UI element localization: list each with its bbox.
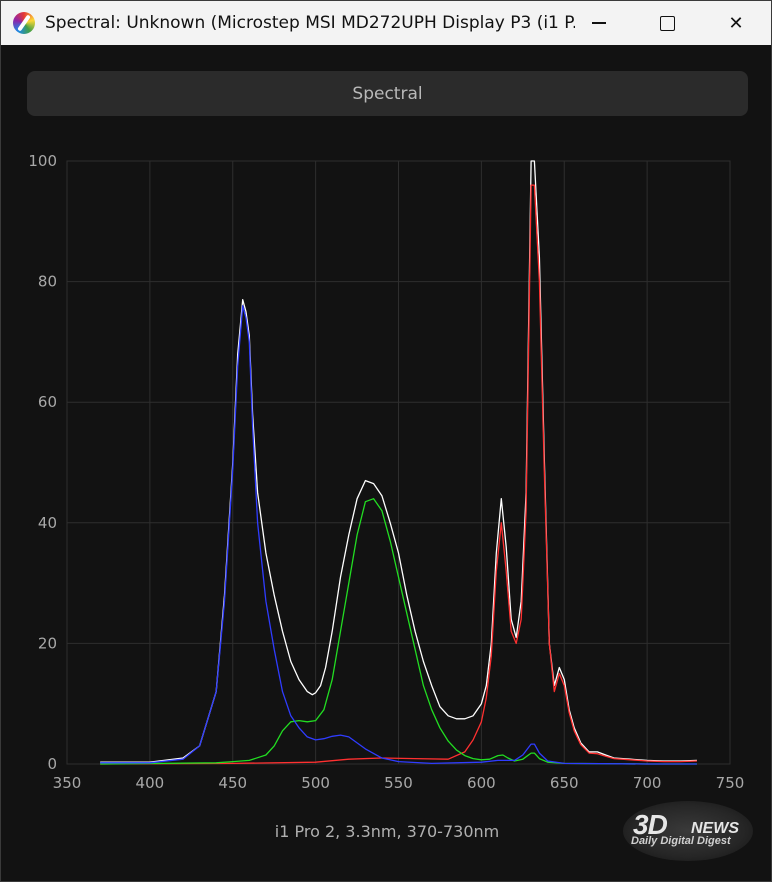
x-tick-label: 500: [301, 774, 330, 792]
x-tick-label: 550: [384, 774, 413, 792]
green-series: [100, 498, 697, 765]
blue-series: [100, 305, 697, 765]
x-tick-label: 350: [53, 774, 82, 792]
y-tick-label: 0: [47, 755, 57, 773]
y-tick-label: 100: [28, 152, 57, 170]
x-tick-label: 450: [218, 774, 247, 792]
x-tick-label: 700: [633, 774, 662, 792]
x-tick-label: 600: [467, 774, 496, 792]
y-tick-label: 80: [38, 273, 57, 291]
instrument-label: i1 Pro 2, 3.3nm, 370-730nm: [274, 822, 500, 841]
spectral-chart: 350 400 450 500 550 600 650 700 750 0 20 40 60 80 100: [28, 152, 744, 792]
red-series: [100, 184, 697, 765]
watermark-logo: 3D: [633, 809, 668, 840]
watermark-badge: [623, 801, 753, 861]
tab-spectral[interactable]: Spectral: [27, 71, 748, 116]
spectrum-app-icon: [13, 12, 35, 34]
maximize-icon: [659, 15, 675, 31]
y-tick-label: 40: [38, 514, 57, 532]
close-button[interactable]: ✕: [701, 1, 771, 45]
white-series: [100, 160, 697, 763]
watermark-subtitle: Daily Digital Digest: [631, 835, 731, 847]
x-tick-label: 650: [550, 774, 579, 792]
tab-spectral-label: Spectral: [352, 83, 423, 104]
x-tick-label: 400: [136, 774, 165, 792]
minimize-icon: [592, 22, 606, 24]
chart-ticks: 350 400 450 500 550 600 650 700 750 0 20 40 60 80 100: [28, 152, 744, 792]
title-bar[interactable]: Spectral: Unknown (Microstep MSI MD272UP…: [1, 1, 771, 45]
y-tick-label: 20: [38, 634, 57, 652]
minimize-button[interactable]: [564, 1, 634, 45]
window-title: Spectral: Unknown (Microstep MSI MD272UP…: [45, 13, 575, 33]
maximize-button[interactable]: [632, 1, 702, 45]
watermark-news: NEWS: [691, 820, 739, 837]
close-icon: ✕: [728, 12, 744, 34]
chart-series: [100, 160, 697, 765]
y-tick-label: 60: [38, 393, 57, 411]
x-tick-label: 750: [716, 774, 745, 792]
chart-grid: [66, 160, 731, 765]
